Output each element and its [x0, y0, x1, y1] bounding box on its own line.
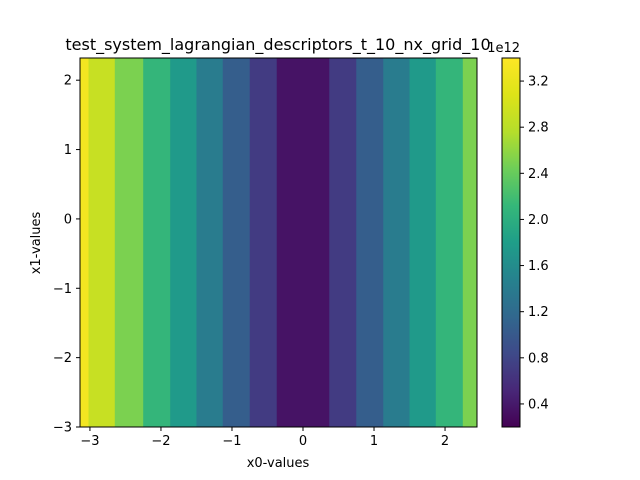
heatmap-band-2: [114, 58, 144, 427]
x-tick-label: 1: [370, 434, 378, 449]
colorbar-frame: [501, 57, 521, 428]
heatmap-band-8: [276, 58, 330, 427]
heatmap-band-4: [170, 58, 197, 427]
x-tick-label: −2: [151, 434, 170, 449]
colorbar-tick-label: 0.4: [528, 397, 549, 412]
colorbar-tick-label: 2.4: [528, 167, 549, 182]
heatmap-band-14: [462, 58, 478, 427]
y-axis-label: x1-values: [29, 211, 44, 274]
y-axis-ticks: −3 −2 −1 0 1 2: [53, 74, 80, 436]
plot-frame: [79, 57, 478, 428]
chart-title: test_system_lagrangian_descriptors_t_10_…: [65, 35, 490, 55]
y-tick-label: 0: [64, 212, 72, 227]
colorbar-tick-label: 3.2: [528, 75, 549, 90]
y-tick-label: 1: [64, 143, 72, 158]
heatmap-bands: [80, 58, 478, 427]
x-tick-label: −1: [222, 434, 241, 449]
heatmap-band-0: [80, 58, 90, 427]
y-tick-label: −1: [53, 282, 72, 297]
heatmap-band-9: [329, 58, 357, 427]
colorbar-tick-label: 0.8: [528, 351, 549, 366]
x-tick-label: 0: [299, 434, 307, 449]
x-tick-label: 2: [441, 434, 449, 449]
heatmap-band-3: [143, 58, 171, 427]
colorbar: [502, 58, 520, 427]
colorbar-tick-label: 2.8: [528, 121, 549, 136]
colorbar-tick-label: 1.2: [528, 305, 549, 320]
heatmap-band-1: [88, 58, 116, 427]
y-tick-label: −2: [53, 351, 72, 366]
heatmap-band-13: [435, 58, 464, 427]
x-axis-ticks: −3 −2 −1 0 1 2: [80, 427, 449, 449]
y-tick-label: 2: [64, 74, 72, 89]
heatmap-band-6: [222, 58, 251, 427]
heatmap-band-12: [409, 58, 437, 427]
colorbar-offset-label: 1e12: [487, 41, 520, 56]
x-tick-label: −3: [80, 434, 99, 449]
colorbar-tick-label: 2.0: [528, 213, 549, 228]
colorbar-tick-label: 1.6: [528, 259, 549, 274]
heatmap-band-5: [196, 58, 224, 427]
colorbar-ticks: 0.4 0.8 1.2 1.6 2.0 2.4 2.8 3.2: [520, 75, 549, 412]
x-axis-label: x0-values: [247, 456, 310, 471]
heatmap-band-10: [356, 58, 384, 427]
heatmap-band-11: [383, 58, 411, 427]
heatmap-band-7: [249, 58, 278, 427]
y-tick-label: −3: [53, 421, 72, 436]
